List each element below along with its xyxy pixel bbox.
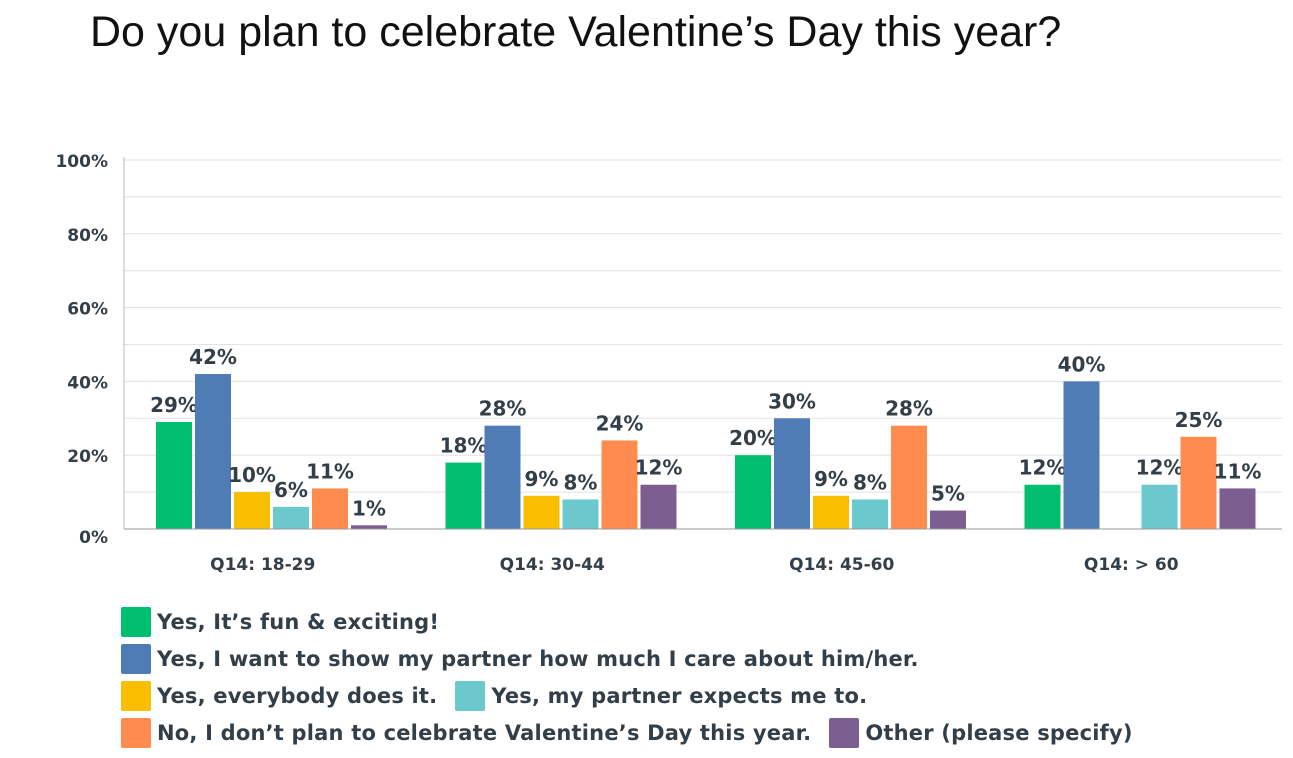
chart-title: Do you plan to celebrate Valentine’s Day… bbox=[90, 8, 1062, 56]
legend-label: Yes, my partner expects me to. bbox=[491, 684, 868, 708]
data-label: 9% bbox=[525, 467, 559, 491]
bar bbox=[312, 488, 348, 529]
legend-label: Other (please specify) bbox=[865, 721, 1133, 745]
y-tick-label: 40% bbox=[67, 373, 108, 393]
bar bbox=[891, 425, 927, 529]
bar bbox=[640, 484, 677, 529]
bar bbox=[351, 525, 387, 529]
bar bbox=[1024, 484, 1061, 529]
data-label: 42% bbox=[189, 345, 237, 369]
bar bbox=[562, 499, 599, 529]
data-label: 10% bbox=[228, 463, 276, 487]
y-tick-label: 100% bbox=[55, 152, 108, 172]
bar bbox=[774, 418, 810, 529]
y-tick-label: 20% bbox=[67, 447, 108, 467]
legend-item: Yes, I want to show my partner how much … bbox=[121, 644, 919, 674]
bar bbox=[1141, 484, 1178, 529]
bar bbox=[234, 492, 270, 529]
legend-swatch bbox=[121, 644, 151, 674]
data-label: 18% bbox=[440, 434, 488, 458]
legend-item: Yes, everybody does it. bbox=[121, 681, 437, 711]
series-1: 42% 28% 30% 40% bbox=[189, 345, 1105, 529]
gridlines bbox=[124, 159, 1282, 493]
bar bbox=[1219, 488, 1256, 529]
x-tick-label: Q14: > 60 bbox=[1084, 555, 1179, 575]
data-label: 12% bbox=[635, 456, 683, 480]
data-label: 1% bbox=[352, 496, 386, 520]
series-4: 11% 24% 28% 25% bbox=[306, 397, 1222, 529]
bar bbox=[445, 462, 482, 529]
x-tick-label: Q14: 45-60 bbox=[789, 555, 894, 575]
legend-swatch bbox=[829, 718, 860, 748]
bar-chart: 0%20%40%60%80%100%29%18% 20%12%42%28% 30%4… bbox=[55, 152, 1282, 575]
series-2: 10% 9% 9% bbox=[228, 463, 849, 529]
legend-label: No, I don’t plan to celebrate Valentine’… bbox=[157, 721, 812, 745]
data-label: 28% bbox=[479, 397, 527, 421]
data-label: 29% bbox=[150, 393, 198, 417]
data-label: 12% bbox=[1019, 456, 1067, 480]
y-tick-label: 0% bbox=[79, 528, 108, 548]
bar bbox=[930, 510, 966, 529]
series-0: 29% 18% 20% 12% bbox=[150, 393, 1066, 529]
legend-item: No, I don’t plan to celebrate Valentine’… bbox=[121, 718, 811, 748]
legend-item: Yes, It’s fun & exciting! bbox=[121, 607, 439, 637]
data-label: 8% bbox=[564, 470, 598, 494]
data-label: 20% bbox=[729, 426, 777, 450]
series-3: 6% 8% 8% 12% bbox=[273, 456, 1183, 529]
bar bbox=[1180, 436, 1217, 529]
data-label: 8% bbox=[853, 470, 887, 494]
x-tick-label: Q14: 30-44 bbox=[500, 555, 605, 575]
bar bbox=[156, 421, 192, 529]
data-label: 9% bbox=[814, 467, 848, 491]
legend-item: Other (please specify) bbox=[829, 718, 1132, 748]
legend-swatch bbox=[121, 718, 151, 748]
x-tick-label: Q14: 18-29 bbox=[210, 555, 315, 575]
legend-row: No, I don’t plan to celebrate Valentine’… bbox=[121, 718, 1151, 748]
bar bbox=[195, 374, 231, 529]
legend-label: Yes, It’s fun & exciting! bbox=[157, 610, 440, 634]
data-label: 11% bbox=[1214, 459, 1262, 483]
data-label: 6% bbox=[274, 478, 308, 502]
y-tick-label: 60% bbox=[67, 300, 108, 320]
data-label: 30% bbox=[768, 389, 816, 413]
bar bbox=[601, 440, 638, 529]
data-label: 5% bbox=[931, 482, 965, 506]
y-tick-label: 80% bbox=[67, 226, 108, 246]
bar bbox=[484, 425, 521, 529]
legend-row: Yes, I want to show my partner how much … bbox=[121, 644, 937, 674]
legend-swatch bbox=[455, 681, 486, 711]
legend-label: Yes, everybody does it. bbox=[157, 684, 438, 708]
bar bbox=[735, 455, 771, 529]
bar bbox=[523, 495, 560, 529]
bar bbox=[273, 506, 309, 529]
legend-row: Yes, It’s fun & exciting! bbox=[121, 607, 457, 637]
data-label: 24% bbox=[596, 411, 644, 435]
legend-row: Yes, everybody does it. Yes, my partner e… bbox=[121, 681, 885, 711]
data-label: 11% bbox=[306, 459, 354, 483]
data-label: 28% bbox=[885, 397, 933, 421]
legend-swatch bbox=[121, 607, 151, 637]
legend-swatch bbox=[121, 681, 151, 711]
bar bbox=[852, 499, 888, 529]
legend-item: Yes, my partner expects me to. bbox=[455, 681, 867, 711]
bar bbox=[813, 495, 849, 529]
series-5: 1% 12% 5% 11% bbox=[351, 456, 1261, 529]
bar bbox=[1063, 381, 1100, 529]
data-label: 40% bbox=[1058, 352, 1106, 376]
data-label: 25% bbox=[1175, 408, 1223, 432]
legend-label: Yes, I want to show my partner how much … bbox=[157, 647, 919, 671]
data-label: 12% bbox=[1136, 456, 1184, 480]
